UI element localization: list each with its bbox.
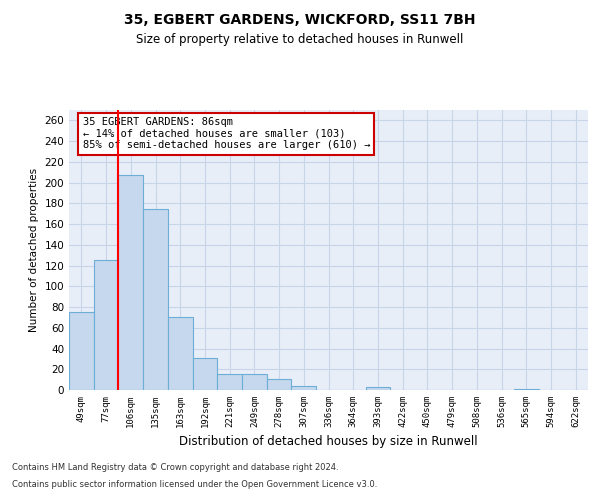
- Y-axis label: Number of detached properties: Number of detached properties: [29, 168, 39, 332]
- Bar: [118, 176, 143, 390]
- Bar: [217, 374, 242, 390]
- Bar: [365, 387, 390, 390]
- Text: Contains HM Land Registry data © Crown copyright and database right 2024.: Contains HM Land Registry data © Crown c…: [12, 462, 338, 471]
- Bar: [69, 312, 94, 390]
- Text: 35, EGBERT GARDENS, WICKFORD, SS11 7BH: 35, EGBERT GARDENS, WICKFORD, SS11 7BH: [124, 12, 476, 26]
- Text: Size of property relative to detached houses in Runwell: Size of property relative to detached ho…: [136, 32, 464, 46]
- Bar: [267, 378, 292, 390]
- Text: 35 EGBERT GARDENS: 86sqm
← 14% of detached houses are smaller (103)
85% of semi-: 35 EGBERT GARDENS: 86sqm ← 14% of detach…: [83, 118, 370, 150]
- X-axis label: Distribution of detached houses by size in Runwell: Distribution of detached houses by size …: [179, 436, 478, 448]
- Bar: [292, 386, 316, 390]
- Bar: [94, 260, 118, 390]
- Bar: [514, 389, 539, 390]
- Bar: [143, 208, 168, 390]
- Bar: [242, 374, 267, 390]
- Bar: [168, 318, 193, 390]
- Bar: [193, 358, 217, 390]
- Text: Contains public sector information licensed under the Open Government Licence v3: Contains public sector information licen…: [12, 480, 377, 489]
